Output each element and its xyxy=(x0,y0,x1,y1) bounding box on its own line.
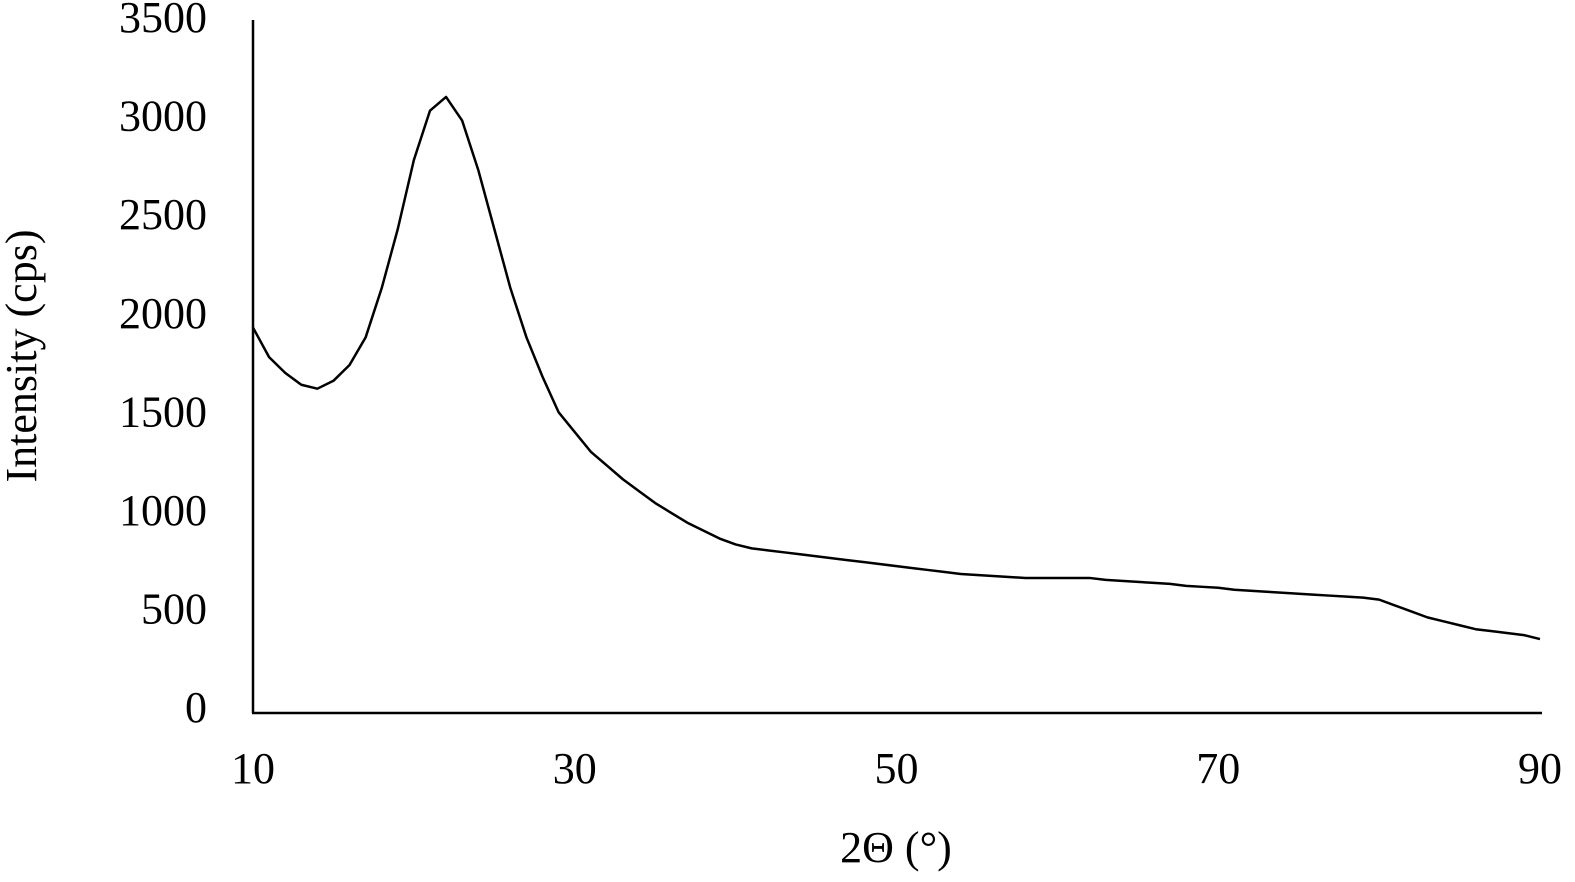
y-tick-label: 1000 xyxy=(119,486,207,535)
x-tick-label: 90 xyxy=(1518,744,1562,793)
y-tick-label: 0 xyxy=(185,683,207,732)
y-tick-label: 3000 xyxy=(119,92,207,141)
y-tick-label: 2000 xyxy=(119,289,207,338)
x-tick-label: 10 xyxy=(231,744,275,793)
y-tick-label: 2500 xyxy=(119,190,207,239)
y-axis-label: Intensity (cps) xyxy=(0,230,46,483)
x-tick-label: 50 xyxy=(875,744,919,793)
y-tick-label: 3500 xyxy=(119,0,207,42)
x-tick-label: 70 xyxy=(1196,744,1240,793)
y-tick-label: 500 xyxy=(141,585,207,634)
data-line xyxy=(251,95,1541,641)
x-tick-label: 30 xyxy=(553,744,597,793)
y-tick-label: 1500 xyxy=(119,387,207,436)
x-axis-label: 2Θ (°) xyxy=(840,823,952,872)
